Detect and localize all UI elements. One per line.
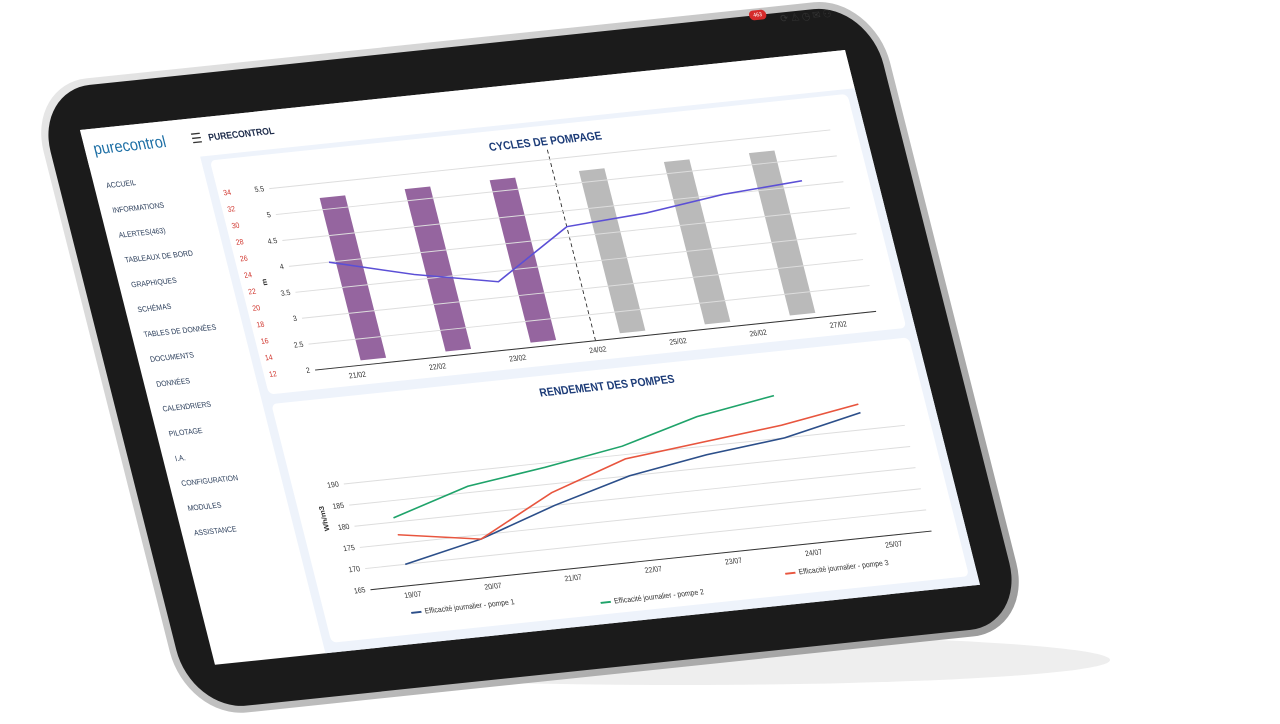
run-bands bbox=[319, 150, 816, 361]
x-tick-label: 26/02 bbox=[748, 327, 767, 338]
grid-line bbox=[295, 233, 857, 293]
series-line bbox=[328, 180, 803, 283]
x-tick-label: 23/07 bbox=[724, 555, 743, 566]
x-tick-label: 25/07 bbox=[884, 539, 903, 550]
menu-icon[interactable]: ☰ bbox=[189, 130, 204, 147]
grid-line bbox=[288, 207, 851, 267]
x-tick-label: 23/02 bbox=[508, 353, 527, 364]
grid-line bbox=[275, 155, 837, 216]
menu-item[interactable]: I.A. bbox=[174, 453, 187, 463]
y2-tick-label: 26 bbox=[239, 253, 249, 263]
y-tick-label: 185 bbox=[331, 500, 345, 511]
y2-tick-label: 34 bbox=[222, 187, 232, 197]
x-tick-label: 27/02 bbox=[829, 319, 848, 330]
tablet: purecontrol ☰ PURECONTROL 463 ⟳ ⚠ ◷ ✉ ⚇ … bbox=[41, 1, 1019, 713]
grid-line bbox=[308, 284, 870, 345]
grid-line bbox=[365, 509, 927, 570]
x-tick-label: 21/02 bbox=[348, 369, 367, 380]
legend-swatch bbox=[785, 571, 796, 575]
x-tick-label: 21/07 bbox=[563, 572, 582, 583]
run-band bbox=[578, 168, 646, 334]
y2-tick-label: 32 bbox=[226, 204, 236, 214]
y-tick-label: 175 bbox=[342, 543, 356, 554]
y-tick-label: 5.5 bbox=[253, 184, 265, 194]
y2-tick-label: 22 bbox=[247, 286, 257, 296]
run-band bbox=[748, 150, 816, 316]
y-tick-label: 3.5 bbox=[280, 288, 292, 298]
x-tick-label: 24/02 bbox=[588, 344, 607, 355]
x-tick-label: 22/02 bbox=[428, 361, 447, 372]
menu-item[interactable]: GRAPHIQUES bbox=[130, 275, 178, 289]
y2-tick-label: 28 bbox=[235, 237, 245, 247]
menu-item[interactable]: DONNÉES bbox=[155, 376, 191, 389]
grid-line bbox=[282, 181, 844, 241]
series-line bbox=[397, 403, 859, 540]
menu-item[interactable]: ASSISTANCE bbox=[193, 524, 238, 538]
y2-tick-label: 20 bbox=[251, 303, 261, 313]
x-tick-label: 25/02 bbox=[668, 336, 687, 347]
x-tick-label: 22/07 bbox=[644, 564, 663, 575]
grid-line bbox=[301, 259, 864, 319]
run-band bbox=[319, 195, 387, 361]
y2-tick-label: 12 bbox=[268, 369, 278, 379]
y2-tick-label: 14 bbox=[264, 352, 274, 362]
y-tick-label: 3 bbox=[292, 314, 298, 324]
badge-count: 463 bbox=[753, 12, 763, 19]
grid-line bbox=[354, 467, 916, 527]
menu-item[interactable]: PILOTAGE bbox=[168, 426, 204, 439]
y2-tick-label: 18 bbox=[255, 319, 265, 329]
y-axis-label: m bbox=[259, 278, 269, 286]
y2-tick-label: 30 bbox=[230, 220, 240, 230]
run-band bbox=[489, 177, 557, 343]
legend-swatch bbox=[600, 600, 612, 604]
header bbox=[80, 49, 855, 169]
menu-item[interactable]: SCHÉMAS bbox=[136, 301, 172, 314]
now-marker bbox=[546, 149, 596, 341]
x-axis bbox=[314, 310, 877, 371]
card-rendement bbox=[272, 337, 968, 643]
badge bbox=[748, 9, 767, 21]
run-band bbox=[404, 186, 472, 352]
y-tick-label: 180 bbox=[337, 522, 351, 533]
header-icons[interactable]: ⟳ ⚠ ◷ ✉ ⚇ bbox=[779, 9, 833, 26]
y-tick-label: 170 bbox=[347, 564, 361, 575]
y-tick-label: 2.5 bbox=[293, 339, 305, 349]
y-tick-label: 165 bbox=[353, 585, 367, 596]
y2-tick-label: 16 bbox=[260, 336, 270, 346]
y-tick-label: 2 bbox=[305, 365, 311, 375]
grid-line bbox=[269, 129, 831, 190]
card-cycles bbox=[211, 94, 906, 394]
x-tick-label: 19/07 bbox=[403, 589, 422, 600]
menu-item[interactable]: DOCUMENTS bbox=[149, 350, 195, 364]
y2-tick-label: 24 bbox=[243, 270, 253, 280]
x-axis bbox=[370, 530, 932, 591]
y-tick-label: 4.5 bbox=[267, 236, 279, 246]
run-band bbox=[663, 159, 731, 325]
x-tick-label: 20/07 bbox=[483, 581, 502, 592]
menu-item[interactable]: MODULES bbox=[186, 500, 222, 513]
menu-item[interactable]: ACCUEIL bbox=[105, 178, 137, 190]
y-tick-label: 190 bbox=[326, 479, 340, 490]
x-tick-label: 24/07 bbox=[804, 547, 823, 558]
grid-line bbox=[343, 424, 905, 485]
series-line bbox=[393, 394, 775, 519]
y-tick-label: 5 bbox=[266, 210, 272, 220]
legend-swatch bbox=[411, 610, 422, 614]
y-tick-label: 4 bbox=[279, 262, 285, 272]
